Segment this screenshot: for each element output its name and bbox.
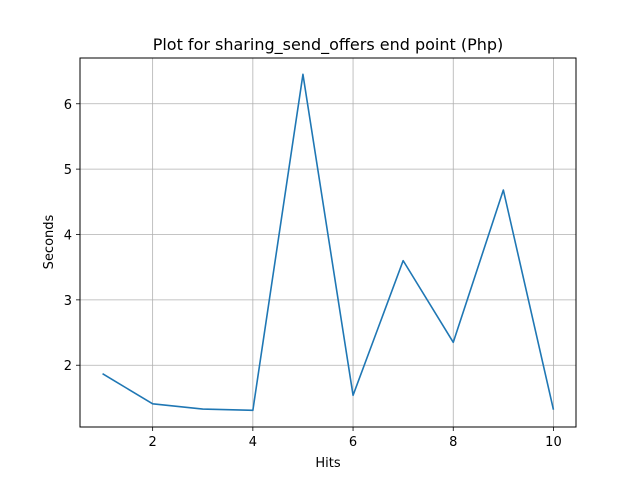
plot-area-frame	[79, 57, 577, 428]
chart-title: Plot for sharing_send_offers end point (…	[153, 35, 504, 55]
y-tick-label: 6	[64, 98, 72, 113]
y-tick-label: 3	[64, 294, 72, 309]
x-tick-label: 6	[349, 435, 357, 450]
y-tick-label: 4	[64, 228, 72, 243]
x-tick-label: 10	[545, 435, 562, 450]
y-axis-label: Seconds	[42, 214, 57, 269]
x-axis-label: Hits	[315, 456, 340, 471]
grid-lines	[80, 58, 576, 427]
series-layer	[102, 73, 555, 412]
x-tick-label: 2	[149, 435, 157, 450]
y-tick-label: 2	[64, 359, 72, 374]
y-tick-label: 5	[64, 163, 72, 178]
axis-ticks: 2 4 6 8 10 2 3 4 5 6	[64, 98, 562, 450]
x-tick-label: 4	[249, 435, 257, 450]
x-tick-label: 8	[449, 435, 457, 450]
series-line	[102, 73, 555, 412]
